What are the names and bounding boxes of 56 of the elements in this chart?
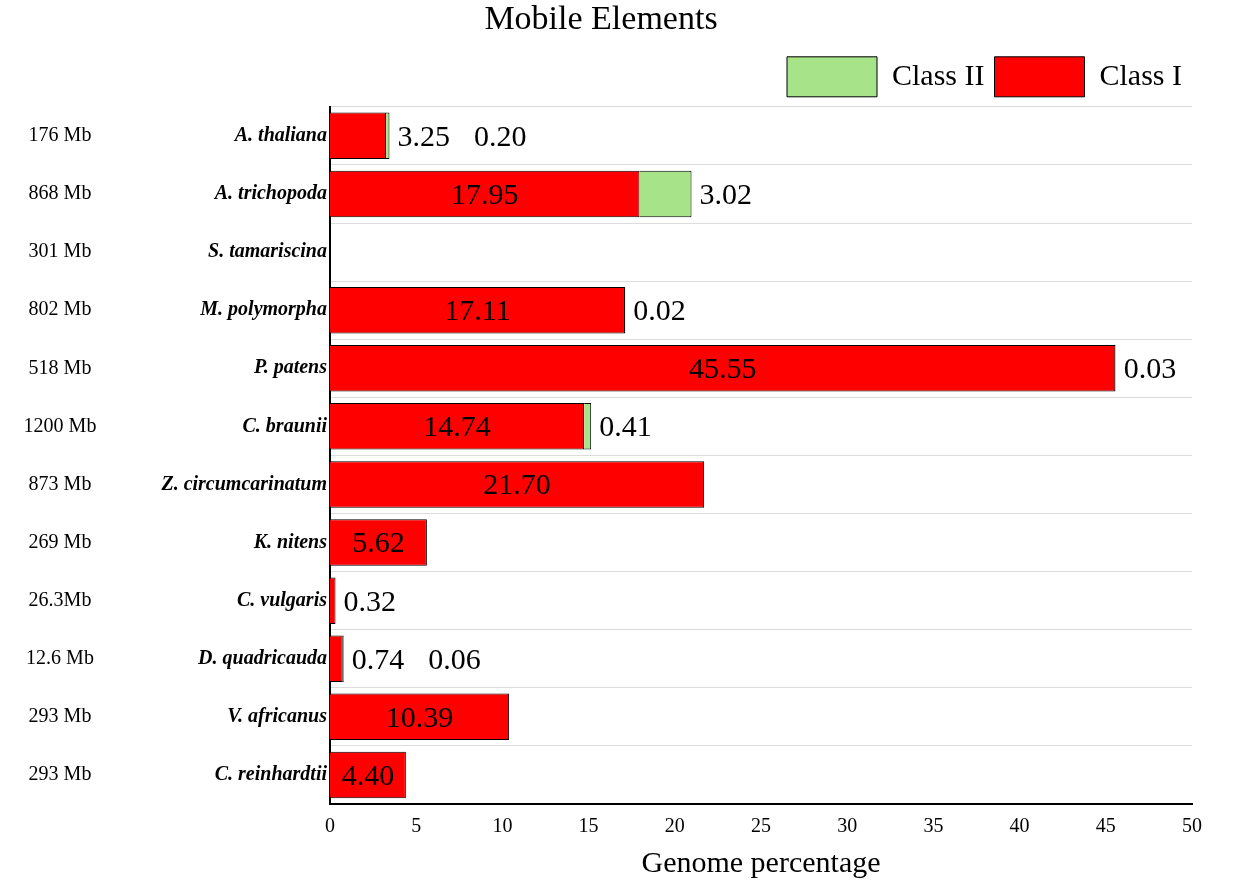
x-tick-label: 5 — [411, 814, 422, 837]
text: 293 Mb — [28, 762, 92, 785]
data-label: 0.74 — [351, 641, 405, 675]
data-label: 0.41 — [599, 409, 652, 443]
x-axis-title: Genome percentage — [641, 844, 881, 878]
y-tick-label: C. braunii — [242, 413, 328, 436]
text: 868 Mb — [28, 181, 92, 204]
data-label: 0.20 — [473, 118, 527, 152]
legend-label: Class I — [1099, 57, 1182, 91]
chart-title: Mobile Elements — [484, 0, 718, 37]
x-tick-label: 20 — [664, 814, 685, 837]
text: 873 Mb — [28, 471, 92, 494]
data-label: 0.32 — [343, 583, 397, 617]
y-tick-label: A. thaliana — [232, 123, 327, 146]
data-label: 0.02 — [633, 293, 686, 327]
y-tick-label: S. tamariscina — [208, 239, 327, 262]
data-label: 14.74 — [423, 409, 491, 443]
data-label: 10.39 — [385, 699, 454, 733]
data-label: 4.40 — [341, 757, 395, 791]
data-label: 0.03 — [1123, 351, 1177, 385]
x-tick-label: 0 — [325, 814, 335, 837]
data-label: 3.25 — [397, 118, 450, 152]
x-tick-label: 30 — [837, 814, 858, 837]
text: 26.3Mb — [28, 587, 92, 610]
x-tick-label: 50 — [1182, 814, 1202, 837]
x-tick-label: 40 — [1009, 814, 1030, 837]
x-tick-label: 35 — [923, 814, 944, 837]
y-tick-label: V. africanus — [227, 704, 328, 728]
x-tick-label: 10 — [492, 814, 513, 837]
data-label: 21.70 — [483, 467, 551, 501]
y-tick-label: C. vulgaris — [236, 587, 328, 611]
text: 1200 Mb — [23, 413, 97, 436]
text: 269 Mb — [28, 529, 92, 552]
text: 301 Mb — [28, 239, 92, 262]
legend-label: Class II — [892, 57, 985, 91]
data-label: 3.02 — [699, 176, 753, 210]
y-tick-label: C. reinhardtii — [214, 762, 328, 785]
data-label: 45.55 — [688, 351, 757, 385]
y-tick-label: K. nitens — [252, 529, 328, 552]
text: 518 Mb — [28, 355, 92, 378]
x-tick-label: 45 — [1095, 814, 1116, 837]
x-tick-label: 25 — [751, 814, 771, 837]
y-tick-label: Z. circumcarinatum — [160, 471, 327, 494]
y-tick-label: M. polymorpha — [199, 297, 327, 321]
text: 12.6 Mb — [26, 646, 94, 668]
x-tick-label: 15 — [578, 814, 599, 837]
data-label: 17.11 — [444, 293, 511, 327]
text: 176 Mb — [28, 123, 92, 146]
y-tick-label: A. trichopoda — [212, 181, 327, 205]
text: 293 Mb — [28, 704, 92, 727]
text: 802 Mb — [28, 297, 92, 320]
y-tick-label: D. quadricauda — [197, 645, 327, 669]
data-label: 0.06 — [428, 641, 481, 675]
data-label: 17.95 — [450, 176, 519, 210]
data-label: 5.62 — [352, 525, 405, 559]
y-tick-label: P. patens — [253, 355, 328, 379]
